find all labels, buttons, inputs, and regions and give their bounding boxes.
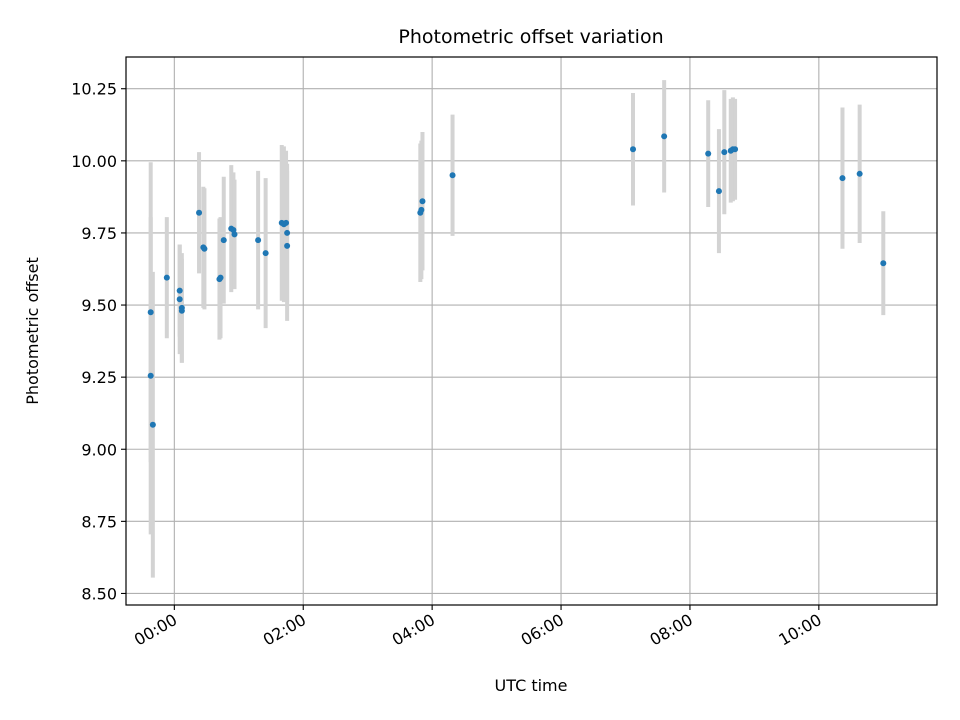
x-tick-label: 04:00 — [389, 610, 438, 650]
x-tick-label: 10:00 — [775, 610, 824, 650]
y-tick-label: 9.75 — [81, 224, 117, 243]
x-tick-label: 02:00 — [260, 610, 309, 650]
x-tick-label: 06:00 — [518, 610, 567, 650]
y-tick-label: 8.75 — [81, 512, 117, 531]
y-axis-ticks: 8.50 8.75 9.00 9.25 9.50 9.75 10.00 10.25 — [71, 80, 126, 603]
grid-lines — [126, 57, 937, 605]
data-point — [839, 175, 846, 182]
data-point — [732, 146, 739, 153]
data-point — [880, 260, 887, 267]
data-point — [201, 245, 208, 252]
chart-title: Photometric offset variation — [398, 26, 663, 48]
y-tick-label: 8.50 — [81, 584, 117, 603]
data-point — [284, 229, 291, 236]
data-point — [283, 219, 290, 226]
x-tick-label: 00:00 — [131, 610, 180, 650]
y-tick-label: 10.25 — [71, 80, 117, 99]
data-point — [176, 296, 183, 303]
data-point — [176, 287, 183, 294]
x-axis-label: UTC time — [495, 676, 568, 695]
data-point — [661, 133, 668, 140]
data-point — [418, 206, 425, 213]
data-point — [163, 274, 170, 281]
data-point — [231, 231, 238, 238]
y-tick-label: 9.00 — [81, 440, 117, 459]
data-point — [715, 188, 722, 195]
data-point — [284, 242, 291, 249]
data-point — [147, 372, 154, 379]
data-point — [262, 250, 269, 257]
y-axis-label: Photometric offset — [23, 257, 42, 405]
data-point — [147, 309, 154, 316]
y-tick-label: 10.00 — [71, 152, 117, 171]
data-point — [217, 274, 224, 281]
x-tick-label: 08:00 — [647, 610, 696, 650]
data-points — [147, 133, 887, 428]
x-axis-ticks: 00:00 02:00 04:00 06:00 08:00 10:00 — [131, 605, 825, 650]
data-point — [630, 146, 637, 153]
data-point — [856, 170, 863, 177]
data-point — [178, 307, 185, 314]
data-point — [721, 149, 728, 156]
data-point — [419, 198, 426, 205]
data-point — [220, 237, 227, 244]
error-bars — [148, 80, 886, 578]
data-point — [449, 172, 456, 179]
data-point — [196, 209, 203, 216]
data-point — [255, 237, 262, 244]
data-point — [149, 421, 156, 428]
plot-frame — [125, 56, 938, 606]
data-point — [705, 150, 712, 157]
y-tick-label: 9.25 — [81, 368, 117, 387]
y-tick-label: 9.50 — [81, 296, 117, 315]
